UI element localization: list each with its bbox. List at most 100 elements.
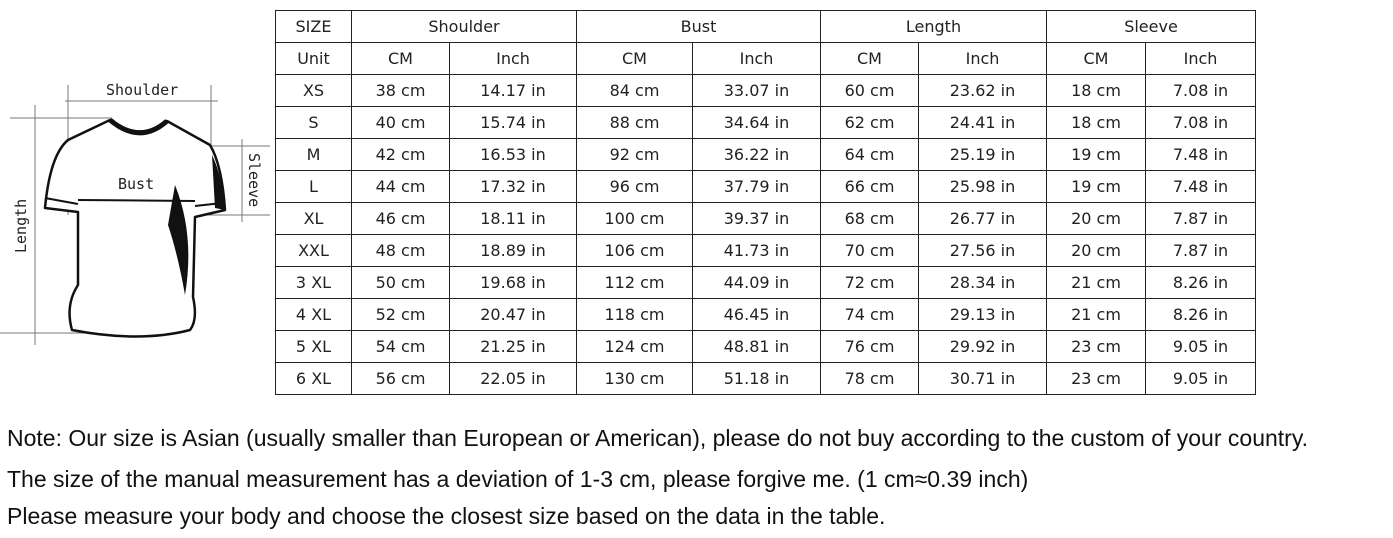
value-cell: 39.37 in	[692, 202, 821, 235]
value-cell: 20 cm	[1046, 202, 1146, 235]
value-cell: 72 cm	[820, 266, 919, 299]
unit-cell: CM	[1046, 42, 1146, 75]
note-line-3: Please measure your body and choose the …	[7, 503, 886, 529]
value-cell: 51.18 in	[692, 362, 821, 395]
value-cell: 29.13 in	[918, 298, 1047, 331]
value-cell: 7.87 in	[1145, 202, 1256, 235]
size-cell: 3 XL	[275, 266, 352, 299]
size-cell: XL	[275, 202, 352, 235]
header-unit: Unit	[275, 42, 352, 75]
value-cell: 48.81 in	[692, 330, 821, 363]
value-cell: 26.77 in	[918, 202, 1047, 235]
value-cell: 17.32 in	[449, 170, 577, 203]
value-cell: 66 cm	[820, 170, 919, 203]
tshirt-measurement-diagram: Shoulder Bust Length Sleeve	[0, 81, 270, 345]
value-cell: 74 cm	[820, 298, 919, 331]
header-sleeve: Sleeve	[1046, 10, 1256, 43]
value-cell: 19.68 in	[449, 266, 577, 299]
value-cell: 20 cm	[1046, 234, 1146, 267]
note-line-2: The size of the manual measurement has a…	[7, 466, 1029, 492]
unit-cell: CM	[576, 42, 693, 75]
unit-cell: CM	[820, 42, 919, 75]
value-cell: 8.26 in	[1145, 298, 1256, 331]
table-row: 3 XL 50 cm 19.68 in 112 cm 44.09 in 72 cm 28.3…	[275, 266, 1256, 299]
value-cell: 42 cm	[351, 138, 450, 171]
value-cell: 44.09 in	[692, 266, 821, 299]
value-cell: 37.79 in	[692, 170, 821, 203]
header-size: SIZE	[275, 10, 352, 43]
header-length: Length	[820, 10, 1047, 43]
note-line-1: Note: Our size is Asian (usually smaller…	[7, 425, 1309, 451]
value-cell: 54 cm	[351, 330, 450, 363]
value-cell: 7.48 in	[1145, 138, 1256, 171]
value-cell: 64 cm	[820, 138, 919, 171]
value-cell: 19 cm	[1046, 138, 1146, 171]
value-cell: 68 cm	[820, 202, 919, 235]
value-cell: 78 cm	[820, 362, 919, 395]
value-cell: 7.08 in	[1145, 74, 1256, 107]
value-cell: 34.64 in	[692, 106, 821, 139]
size-chart-table: SIZE Shoulder Bust Length Sleeve Unit CM…	[275, 10, 1256, 395]
table-row: M 42 cm 16.53 in 92 cm 36.22 in 64 cm 25.19 in…	[275, 138, 1256, 171]
value-cell: 36.22 in	[692, 138, 821, 171]
table-row: 6 XL 56 cm 22.05 in 130 cm 51.18 in 78 cm 30.7…	[275, 362, 1256, 395]
value-cell: 92 cm	[576, 138, 693, 171]
value-cell: 70 cm	[820, 234, 919, 267]
value-cell: 106 cm	[576, 234, 693, 267]
value-cell: 8.26 in	[1145, 266, 1256, 299]
value-cell: 18 cm	[1046, 106, 1146, 139]
value-cell: 84 cm	[576, 74, 693, 107]
value-cell: 33.07 in	[692, 74, 821, 107]
value-cell: 50 cm	[351, 266, 450, 299]
unit-cell: CM	[351, 42, 450, 75]
value-cell: 21 cm	[1046, 266, 1146, 299]
value-cell: 29.92 in	[918, 330, 1047, 363]
value-cell: 28.34 in	[918, 266, 1047, 299]
value-cell: 56 cm	[351, 362, 450, 395]
table-group-header-row: SIZE Shoulder Bust Length Sleeve	[275, 10, 1256, 43]
diagram-label-bust: Bust	[118, 175, 154, 193]
value-cell: 112 cm	[576, 266, 693, 299]
size-cell: S	[275, 106, 352, 139]
value-cell: 7.48 in	[1145, 170, 1256, 203]
table-row: XL 46 cm 18.11 in 100 cm 39.37 in 68 cm 26.77 …	[275, 202, 1256, 235]
table-unit-row: Unit CM Inch CM Inch CM Inch CM Inch	[275, 42, 1256, 75]
table-row: 4 XL 52 cm 20.47 in 118 cm 46.45 in 74 cm 29.1…	[275, 298, 1256, 331]
value-cell: 25.19 in	[918, 138, 1047, 171]
unit-cell: Inch	[918, 42, 1047, 75]
diagram-label-sleeve: Sleeve	[245, 153, 263, 207]
value-cell: 9.05 in	[1145, 362, 1256, 395]
header-shoulder: Shoulder	[351, 10, 577, 43]
size-cell: 5 XL	[275, 330, 352, 363]
value-cell: 46 cm	[351, 202, 450, 235]
value-cell: 62 cm	[820, 106, 919, 139]
value-cell: 18.89 in	[449, 234, 577, 267]
value-cell: 9.05 in	[1145, 330, 1256, 363]
size-cell: 6 XL	[275, 362, 352, 395]
value-cell: 100 cm	[576, 202, 693, 235]
value-cell: 30.71 in	[918, 362, 1047, 395]
value-cell: 7.87 in	[1145, 234, 1256, 267]
unit-cell: Inch	[1145, 42, 1256, 75]
table-row: 5 XL 54 cm 21.25 in 124 cm 48.81 in 76 cm 29.9…	[275, 330, 1256, 363]
value-cell: 15.74 in	[449, 106, 577, 139]
value-cell: 46.45 in	[692, 298, 821, 331]
table-row: XS 38 cm 14.17 in 84 cm 33.07 in 60 cm 23.62 i…	[275, 74, 1256, 107]
value-cell: 124 cm	[576, 330, 693, 363]
value-cell: 23.62 in	[918, 74, 1047, 107]
value-cell: 18 cm	[1046, 74, 1146, 107]
table-row: S 40 cm 15.74 in 88 cm 34.64 in 62 cm 24.41 in…	[275, 106, 1256, 139]
value-cell: 27.56 in	[918, 234, 1047, 267]
table-row: XXL 48 cm 18.89 in 106 cm 41.73 in 70 cm 27.56…	[275, 234, 1256, 267]
size-cell: XXL	[275, 234, 352, 267]
value-cell: 25.98 in	[918, 170, 1047, 203]
table-row: L 44 cm 17.32 in 96 cm 37.79 in 66 cm 25.98 in…	[275, 170, 1256, 203]
value-cell: 88 cm	[576, 106, 693, 139]
value-cell: 40 cm	[351, 106, 450, 139]
unit-cell: Inch	[449, 42, 577, 75]
value-cell: 130 cm	[576, 362, 693, 395]
value-cell: 118 cm	[576, 298, 693, 331]
value-cell: 21 cm	[1046, 298, 1146, 331]
value-cell: 96 cm	[576, 170, 693, 203]
value-cell: 7.08 in	[1145, 106, 1256, 139]
